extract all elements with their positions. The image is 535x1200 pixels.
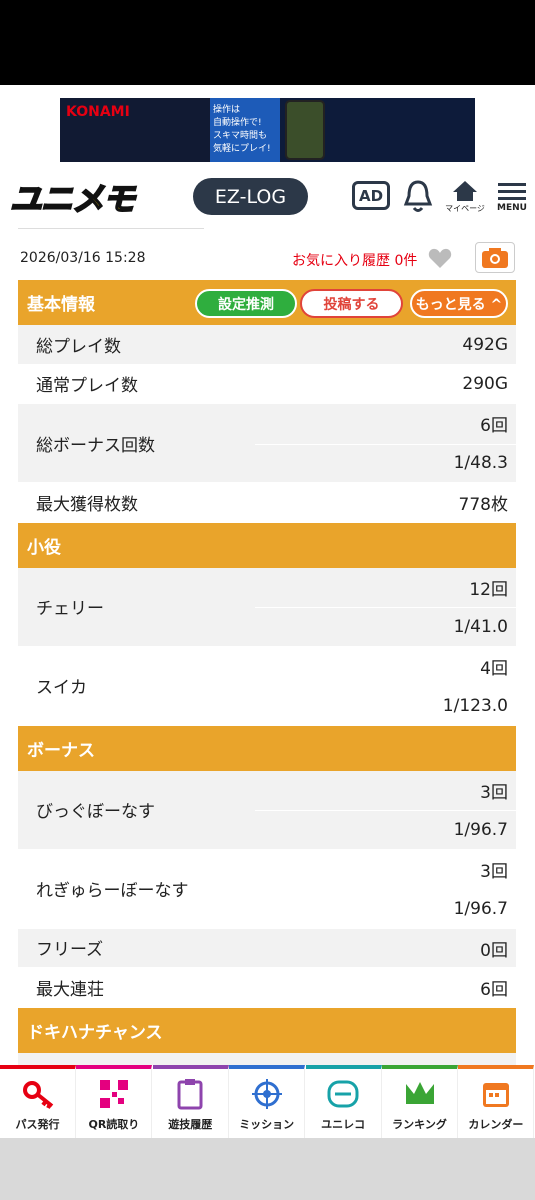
stat-label: チェリー xyxy=(36,599,104,619)
stat-label: 最大獲得枚数 xyxy=(36,494,138,515)
section-header: 基本情報 設定推測 投稿する もっと見る ^ xyxy=(18,280,516,325)
nav-label: カレンダー xyxy=(468,1118,524,1131)
stat-label: れぎゅらーぼーなす xyxy=(36,881,189,901)
stat-row: 最大連荘 6回 xyxy=(18,968,516,1008)
stat-label: 総ボーナス回数 xyxy=(36,435,155,456)
nav-item[interactable]: ユニレコ xyxy=(305,1065,382,1138)
row-divider xyxy=(255,443,516,445)
section-button[interactable]: 投稿する xyxy=(300,289,403,318)
content: 基本情報 設定推測 投稿する もっと見る ^ 総プレイ数 492G 通常プレイ数 290G 総ボ… xyxy=(0,228,535,1065)
stat-value: 3回 xyxy=(480,782,508,803)
system-bar xyxy=(0,1138,535,1200)
section-button[interactable]: もっと見る ^ xyxy=(410,289,508,318)
stat-value: 6回 xyxy=(480,416,508,437)
ad-line: 気軽にプレイ! xyxy=(213,144,271,154)
stat-value: 492G xyxy=(462,334,508,355)
ad-line: 自動操作で! xyxy=(213,118,262,128)
stat-value: 1/48.3 xyxy=(453,453,508,474)
ad-banner[interactable]: KONAMI 操作は 自動操作で! スキマ時間も 気軽にプレイ! xyxy=(60,98,475,162)
nav-item[interactable]: 遊技履歴 xyxy=(152,1065,229,1138)
stat-row: びっぐぼーなす 3回 1/96.7 xyxy=(18,770,516,850)
stat-row: 総ボーナス回数 6回 1/48.3 xyxy=(18,404,516,483)
stat-label: 通常プレイ数 xyxy=(36,376,138,397)
nav-item[interactable]: ミッション xyxy=(229,1065,306,1138)
ez-log-button[interactable]: EZ-LOG xyxy=(193,178,308,215)
section-header: 小役 xyxy=(18,522,516,568)
nav-icon xyxy=(405,1082,434,1104)
section-header: ボーナス xyxy=(18,725,516,771)
stat-row xyxy=(18,1052,516,1065)
bell-icon[interactable] xyxy=(402,178,434,214)
stat-value: 778枚 xyxy=(458,495,508,516)
stat-value: 1/41.0 xyxy=(453,616,508,637)
mypage-label[interactable]: マイページ xyxy=(445,204,485,213)
stat-label: スイカ xyxy=(36,678,87,698)
row-divider xyxy=(255,889,516,890)
nav-icon xyxy=(99,1080,128,1108)
nav-label: パス発行 xyxy=(15,1118,60,1131)
ad-brand: KONAMI xyxy=(66,104,130,120)
section-title: ドキハナチャンス xyxy=(27,1022,163,1043)
section-title: 小役 xyxy=(27,537,61,558)
ad-button[interactable]: AD xyxy=(352,181,390,210)
datetime: 2026/03/16 15:28 xyxy=(20,250,146,266)
stat-value: 4回 xyxy=(480,658,508,679)
divider xyxy=(18,228,204,229)
nav-item[interactable]: カレンダー xyxy=(458,1065,535,1138)
row-divider xyxy=(255,810,516,811)
nav-label: ミッション xyxy=(239,1118,295,1131)
stat-row: れぎゅらーぼーなす 3回 1/96.7 xyxy=(18,849,516,929)
row-divider xyxy=(255,686,516,687)
section-button[interactable]: 設定推測 xyxy=(195,289,297,318)
heart-icon[interactable] xyxy=(428,247,452,269)
nav-label: ユニレコ xyxy=(321,1118,366,1131)
ad-text: 操作は 自動操作で! スキマ時間も 気軽にプレイ! xyxy=(210,98,280,162)
stat-value: 1/123.0 xyxy=(442,695,508,716)
nav-label: 遊技履歴 xyxy=(168,1118,213,1131)
ad-line: スキマ時間も xyxy=(213,131,268,141)
nav-item[interactable]: パス発行 xyxy=(0,1065,76,1138)
ad-phone xyxy=(285,100,325,160)
section-title: 基本情報 xyxy=(27,295,95,315)
nav-item[interactable]: QR読取り xyxy=(76,1065,153,1138)
section-title: ボーナス xyxy=(27,740,95,761)
stat-row: 総プレイ数 492G xyxy=(18,325,516,365)
stat-value: 12回 xyxy=(469,579,508,600)
stat-value: 1/96.7 xyxy=(453,898,508,919)
favorites-link[interactable]: お気に入り履歴 0件 xyxy=(292,253,418,269)
stat-value: 0回 xyxy=(480,940,508,961)
row-divider xyxy=(255,607,516,608)
stat-value: 1/96.7 xyxy=(453,819,508,840)
stat-label: びっぐぼーなす xyxy=(36,802,155,822)
nav-icon xyxy=(22,1081,53,1109)
stat-row: スイカ 4回 1/123.0 xyxy=(18,646,516,726)
camera-button[interactable] xyxy=(475,242,515,273)
stat-row: 最大獲得枚数 778枚 xyxy=(18,483,516,523)
menu-label[interactable]: MENU xyxy=(497,203,527,213)
stat-row: 通常プレイ数 290G xyxy=(18,364,516,404)
stat-value: 290G xyxy=(462,374,508,395)
stat-label: フリーズ xyxy=(36,940,104,961)
stat-label: 最大連荘 xyxy=(36,979,104,1000)
nav-icon xyxy=(482,1083,509,1107)
nav-label: QR読取り xyxy=(88,1118,140,1131)
section-header: ドキハナチャンス xyxy=(18,1007,516,1053)
nav-icon xyxy=(177,1079,203,1110)
menu-icon[interactable] xyxy=(498,182,526,202)
nav-label: ランキング xyxy=(392,1118,447,1131)
logo[interactable]: ユニメモ xyxy=(9,179,136,219)
nav-item[interactable]: ランキング xyxy=(382,1065,458,1138)
nav-icon xyxy=(327,1080,359,1108)
stat-value: 6回 xyxy=(480,980,508,1001)
stat-row: チェリー 12回 1/41.0 xyxy=(18,567,516,647)
home-icon[interactable] xyxy=(452,180,478,202)
status-bar xyxy=(0,0,535,85)
nav-icon xyxy=(251,1079,282,1109)
stat-value: 3回 xyxy=(480,861,508,882)
stat-row: フリーズ 0回 xyxy=(18,928,516,968)
stat-label: 総プレイ数 xyxy=(36,336,121,357)
ad-line: 操作は xyxy=(213,105,241,115)
